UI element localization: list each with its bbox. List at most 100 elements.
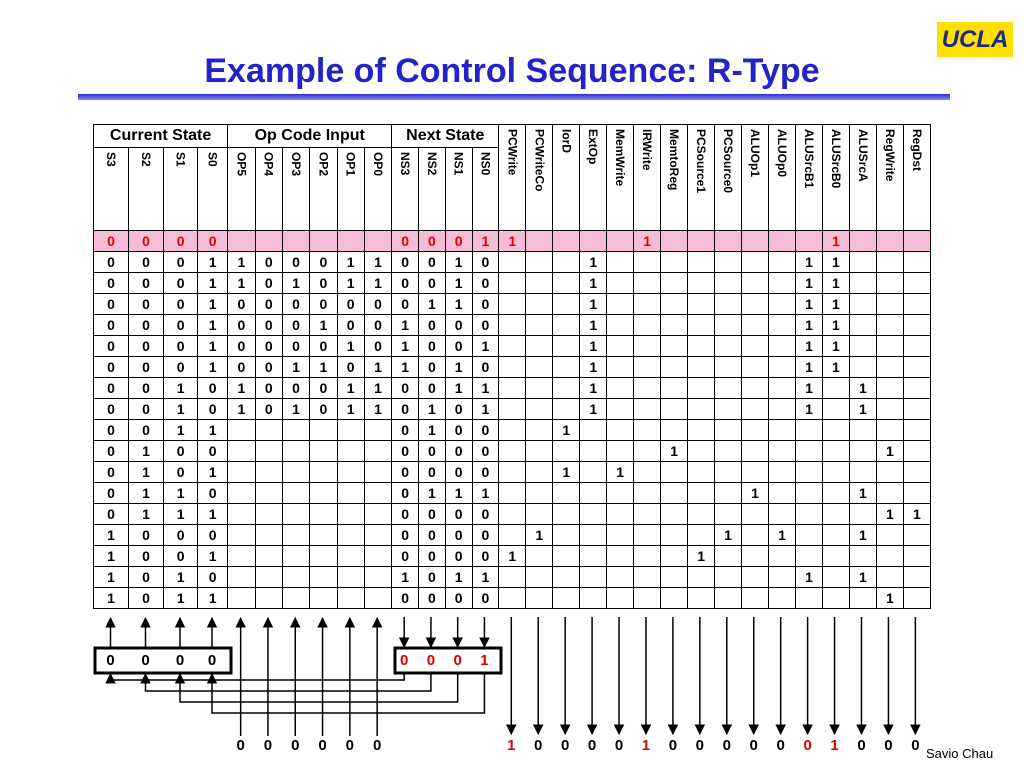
footer: Savio Chau [926, 746, 994, 761]
cell: 1 [197, 587, 229, 609]
cell [336, 230, 365, 252]
next-state-bit: 0 [427, 652, 435, 669]
column-label: IRWrite [640, 129, 655, 171]
column-label: NS1 [451, 152, 466, 176]
cell [875, 230, 904, 252]
cell [848, 230, 877, 252]
cell [794, 230, 823, 252]
feedback-wire [174, 672, 459, 703]
column-header: OP2 [309, 147, 338, 231]
column-label: ALUSrcB0 [828, 129, 843, 189]
column-label: PCWriteCo [532, 129, 547, 192]
feedback-wire [206, 672, 486, 714]
control-output: 1 [507, 737, 515, 754]
column-label: ALUOp0 [775, 129, 789, 177]
cell: 0 [363, 314, 393, 336]
column-label: OP5 [234, 152, 249, 177]
title-rule [78, 94, 950, 100]
cell [281, 230, 311, 252]
current-state-bit: 0 [141, 652, 149, 669]
cell: 1 [633, 230, 662, 252]
column-label: RegDst [909, 129, 924, 172]
cell [902, 230, 932, 252]
control-output: 0 [911, 737, 919, 754]
column-label: NS0 [478, 152, 493, 176]
cell: 0 [444, 230, 473, 252]
cell: 0 [163, 230, 199, 252]
column-header: MemWrite [606, 124, 635, 231]
column-header: IRWrite [633, 124, 662, 231]
group-header-row: Current State Op Code Input Next State PCWr… [92, 124, 932, 231]
cell [768, 230, 796, 252]
logo: UCLA [937, 22, 1013, 57]
column-header: S3 [92, 147, 130, 231]
cell: 1 [92, 587, 130, 609]
column-header: S1 [163, 147, 199, 231]
column-label: MemWrite [613, 129, 628, 187]
column-header: PCWrite [498, 124, 527, 231]
control-output: 0 [803, 737, 811, 754]
column-label: MemtoReg [667, 129, 682, 191]
column-header: ALUOp0 [768, 124, 796, 231]
column-header: NS0 [471, 147, 500, 231]
cell [579, 230, 608, 252]
control-output: 0 [723, 737, 731, 754]
column-label: S0 [205, 152, 220, 167]
column-label: OP4 [261, 152, 276, 177]
control-output: 1 [830, 737, 838, 754]
control-output: 1 [642, 737, 650, 754]
control-output: 0 [561, 737, 569, 754]
column-label: S2 [139, 152, 154, 167]
opcode-bit: 0 [264, 737, 272, 754]
cell [902, 587, 932, 609]
current-state-bit: 0 [208, 652, 216, 669]
control-output: 0 [750, 737, 758, 754]
column-label: OP0 [371, 152, 386, 177]
current-state-bit: 0 [106, 652, 114, 669]
column-header: ALUSrcA [848, 124, 877, 231]
cell [660, 230, 689, 252]
column-header: PCSource0 [714, 124, 743, 231]
column-label: ALUSrcA [855, 129, 870, 182]
cell [525, 230, 554, 252]
opcode-bit: 0 [373, 737, 381, 754]
feedback-wire [105, 672, 405, 684]
control-output: 0 [776, 737, 784, 754]
cell: 0 [92, 230, 130, 252]
column-label: NS3 [398, 152, 413, 176]
column-label: S3 [104, 152, 119, 167]
column-label: PCSource1 [694, 129, 709, 194]
next-state-bit: 0 [400, 652, 408, 669]
opcode-bit: 0 [236, 737, 244, 754]
column-header-row: S3 S2 S1 S0 OP5 OP4 OP3 OP2 OP1 OP0 NS3 NS2 NS1 NS0 [92, 147, 931, 231]
column-header: ALUSrcB1 [794, 124, 823, 231]
control-output: 0 [696, 737, 704, 754]
column-header: ALUSrcB0 [821, 124, 850, 231]
opcode-bit: 0 [346, 737, 354, 754]
cell [606, 230, 635, 252]
column-label: PCSource0 [721, 129, 736, 194]
column-label: OP1 [343, 152, 358, 177]
column-label: RegWrite [882, 129, 897, 182]
column-label: S1 [173, 152, 188, 167]
column-header: S2 [128, 147, 165, 231]
column-label: ExtOp [586, 129, 601, 165]
column-header: OP0 [363, 147, 393, 231]
current-state-box [93, 646, 233, 675]
next-state-box [393, 646, 503, 675]
column-header: RegDst [902, 124, 932, 231]
cell [687, 230, 716, 252]
current-state-bit: 0 [176, 652, 184, 669]
